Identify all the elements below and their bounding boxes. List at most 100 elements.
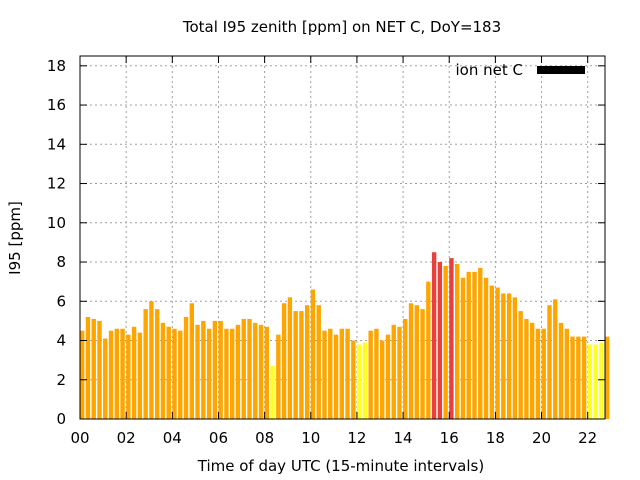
bar xyxy=(535,328,541,419)
bar xyxy=(466,271,471,419)
bar xyxy=(310,289,316,419)
bar xyxy=(218,320,223,419)
bar xyxy=(137,332,143,419)
x-tick-label: 22 xyxy=(578,429,597,447)
bar xyxy=(426,281,431,419)
y-tick-label: 14 xyxy=(47,135,66,153)
y-tick-label: 16 xyxy=(47,96,66,114)
bar xyxy=(230,328,235,419)
x-tick-label: 02 xyxy=(117,429,136,447)
bar xyxy=(478,267,483,419)
legend-swatch xyxy=(537,66,585,74)
bar xyxy=(483,277,489,419)
bar xyxy=(316,305,321,419)
bar xyxy=(201,320,206,419)
bar xyxy=(126,334,131,419)
bar xyxy=(443,265,448,419)
bar xyxy=(524,318,529,419)
bar xyxy=(80,330,85,419)
bar xyxy=(391,324,396,419)
bar xyxy=(397,326,402,419)
bar xyxy=(97,320,102,419)
bar xyxy=(501,293,506,419)
bar xyxy=(605,336,610,419)
bar xyxy=(247,318,252,419)
bar xyxy=(460,277,466,419)
chart-title: Total I95 zenith [ppm] on NET C, DoY=183 xyxy=(182,18,501,36)
bar xyxy=(212,320,218,419)
x-tick-label: 12 xyxy=(347,429,366,447)
bar xyxy=(599,342,604,419)
legend: ion net C xyxy=(456,61,585,79)
bar xyxy=(576,336,581,419)
bar xyxy=(593,344,598,419)
y-tick-label: 4 xyxy=(56,332,66,350)
bar xyxy=(495,287,500,419)
bar xyxy=(564,328,569,419)
bar xyxy=(345,328,350,419)
bar xyxy=(356,344,362,419)
bar xyxy=(253,322,258,419)
x-axis-label: Time of day UTC (15-minute intervals) xyxy=(197,457,484,475)
grid xyxy=(80,56,605,419)
bar xyxy=(455,263,460,419)
bar xyxy=(172,328,177,419)
y-axis: 0 2 4 6 8 10 12 14 16 18 xyxy=(47,57,605,428)
bar xyxy=(408,303,414,419)
x-tick-label: 16 xyxy=(440,429,459,447)
bar xyxy=(235,324,241,419)
plot-frame xyxy=(79,55,606,420)
bar xyxy=(183,316,189,419)
bar xyxy=(489,285,494,419)
bar xyxy=(385,334,391,419)
bar xyxy=(264,326,269,419)
bar xyxy=(276,334,281,419)
bar xyxy=(518,311,523,419)
bar xyxy=(530,322,535,419)
bar xyxy=(368,330,373,419)
bar xyxy=(328,328,333,419)
bar xyxy=(189,303,194,419)
bar xyxy=(587,344,593,419)
bar xyxy=(374,328,379,419)
y-tick-label: 18 xyxy=(47,57,66,75)
y-tick-label: 6 xyxy=(56,292,66,310)
x-tick-label: 04 xyxy=(163,429,182,447)
bar xyxy=(206,328,212,419)
bar xyxy=(270,366,275,419)
bar xyxy=(431,252,437,419)
y-tick-label: 10 xyxy=(47,214,66,232)
bar xyxy=(512,297,518,419)
bar xyxy=(166,326,171,419)
bar xyxy=(339,328,344,419)
bar xyxy=(414,305,419,419)
y-tick-label: 0 xyxy=(56,410,66,428)
y-tick-label: 8 xyxy=(56,253,66,271)
bar xyxy=(155,309,160,419)
bar xyxy=(281,303,287,419)
bar xyxy=(258,324,264,419)
x-tick-label: 20 xyxy=(532,429,551,447)
y-axis-label: I95 [ppm] xyxy=(6,201,24,275)
x-axis: 00 02 04 06 08 10 12 14 16 18 20 22 xyxy=(70,56,597,447)
y-tick-label: 2 xyxy=(56,371,66,389)
bar xyxy=(131,326,137,419)
bar xyxy=(195,324,200,419)
bar xyxy=(541,328,546,419)
x-tick-label: 18 xyxy=(486,429,505,447)
bar xyxy=(581,336,587,419)
bar xyxy=(362,342,368,419)
bars xyxy=(80,252,610,419)
bar xyxy=(380,340,385,419)
bar xyxy=(333,334,339,419)
bar xyxy=(547,305,552,419)
bar xyxy=(351,340,356,419)
bar xyxy=(85,316,91,419)
bar xyxy=(305,305,310,419)
bar xyxy=(114,328,119,419)
bar xyxy=(472,271,477,419)
bar xyxy=(553,299,558,419)
y-tick-label: 12 xyxy=(47,175,66,193)
bar xyxy=(506,293,512,419)
